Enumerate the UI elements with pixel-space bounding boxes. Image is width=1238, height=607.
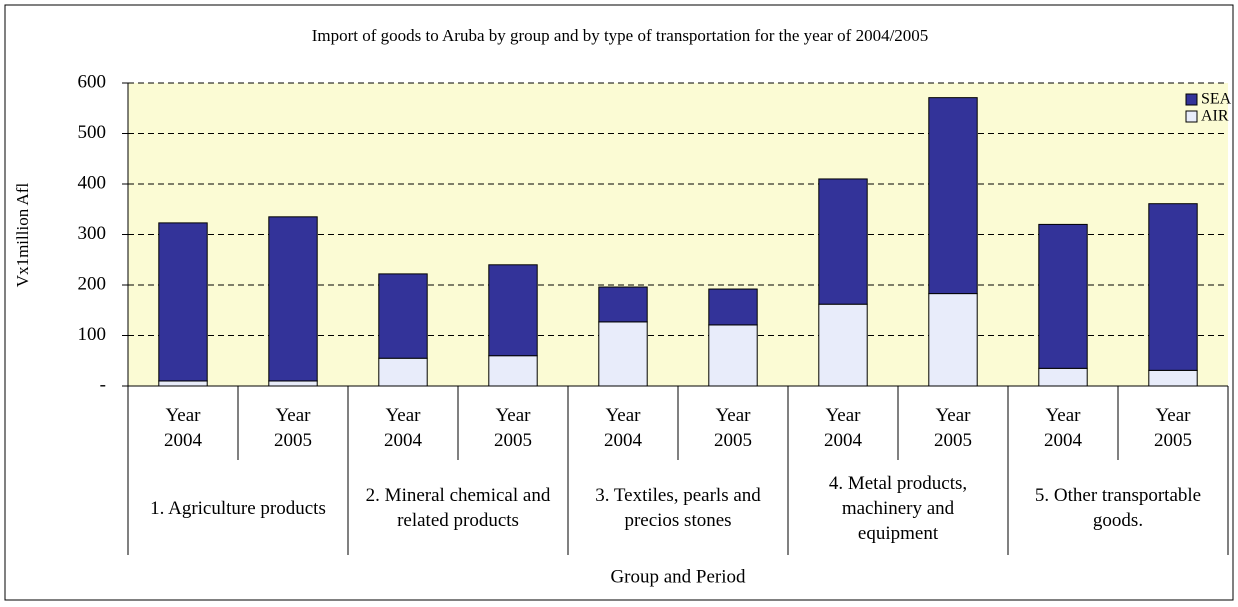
x-tick-label: Year 2004	[604, 405, 642, 451]
group-label: 2. Mineral chemical and related products	[365, 485, 551, 531]
bar-segment	[1148, 369, 1198, 387]
x-tick-label: Year 2004	[824, 405, 862, 451]
legend-swatch	[1185, 110, 1198, 123]
y-tick-label: 300	[78, 223, 107, 244]
bar-segment	[708, 324, 758, 387]
x-tick-label: Year 2005	[494, 405, 532, 451]
bar-segment	[818, 303, 868, 387]
legend-label: AIR	[1201, 108, 1229, 125]
bar-segment	[818, 178, 868, 305]
bar-segment	[598, 286, 648, 323]
bar-segment	[1038, 223, 1088, 369]
bar-segment	[268, 216, 318, 382]
x-tick-label: Year 2005	[934, 405, 972, 451]
bar-segment	[158, 222, 208, 382]
bar-segment	[488, 355, 538, 387]
bar-segment	[708, 288, 758, 326]
bar-segment	[928, 97, 978, 295]
y-tick-label: 100	[78, 324, 107, 345]
bar-segment	[1148, 203, 1198, 371]
group-label: 4. Metal products, machinery and equipme…	[828, 472, 968, 544]
x-tick-label: Year 2004	[384, 405, 422, 451]
bar-segment	[158, 380, 208, 387]
bar-segment	[598, 321, 648, 387]
legend-swatch	[1185, 93, 1198, 106]
y-axis-label: Vx1million Afl	[13, 183, 32, 288]
x-axis-label: Group and Period	[610, 566, 746, 587]
bar-segment	[488, 264, 538, 357]
x-tick-label: Year 2004	[1044, 405, 1082, 451]
x-tick-label: Year 2005	[714, 405, 752, 451]
bar-segment	[928, 293, 978, 387]
y-tick-label: -	[100, 374, 106, 395]
bar-segment	[268, 380, 318, 387]
group-label: 3. Textiles, pearls and precios stones	[595, 485, 761, 531]
y-tick-label: 600	[78, 71, 107, 92]
bar-segment	[1038, 367, 1088, 387]
y-tick-label: 200	[78, 273, 107, 294]
x-tick-label: Year 2004	[164, 405, 202, 451]
legend-label: SEA	[1201, 91, 1232, 108]
x-tick-label: Year 2005	[274, 405, 312, 451]
group-label: 1. Agriculture products	[150, 497, 326, 519]
group-label: 5. Other transportable goods.	[1034, 485, 1202, 531]
y-tick-label: 500	[78, 122, 107, 143]
x-tick-label: Year 2005	[1154, 405, 1192, 451]
bar-segment	[378, 273, 428, 359]
bar-segment	[378, 357, 428, 387]
chart-title: Import of goods to Aruba by group and by…	[312, 26, 929, 45]
y-tick-label: 400	[78, 172, 107, 193]
